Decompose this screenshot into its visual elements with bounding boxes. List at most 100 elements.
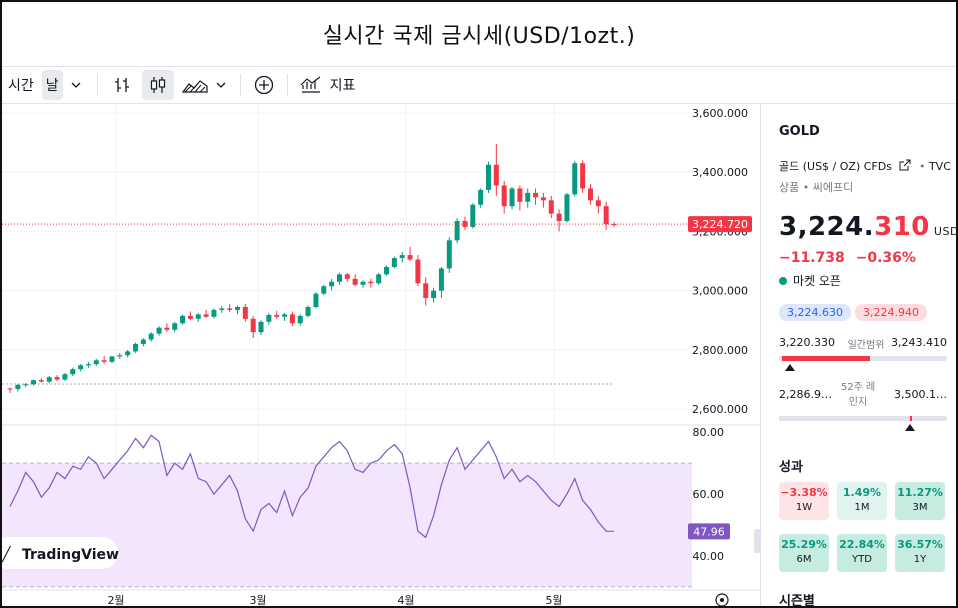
candle-body (101, 360, 107, 362)
candle (548, 195, 554, 219)
candle-body (478, 189, 484, 205)
bar-style-icon[interactable] (106, 70, 138, 100)
interval-button[interactable]: 날 (41, 70, 63, 100)
performance-cell-ytd[interactable]: 22.84% YTD (837, 534, 887, 572)
candle-body (407, 255, 413, 260)
market-status: 마켓 오픈 (779, 272, 841, 289)
performance-cell-3m[interactable]: 11.27% 3M (895, 482, 945, 520)
candle (234, 305, 240, 315)
candle (195, 312, 201, 322)
chart-style-chevron-icon[interactable] (210, 70, 232, 100)
candle (38, 378, 44, 383)
price-chart[interactable]: 3,600.0003,400.0003,200.0003,000.0002,80… (2, 104, 760, 608)
tradingview-logo-icon: ╱ (2, 546, 12, 563)
candle-body (384, 266, 390, 275)
candle-body (274, 314, 280, 317)
external-link-icon[interactable] (899, 159, 911, 171)
candle (274, 310, 280, 319)
candle (454, 218, 460, 244)
candle-body (360, 281, 366, 285)
candle (431, 287, 437, 303)
candle-body (234, 306, 240, 310)
performance-period: 1M (854, 502, 870, 513)
time-tick-label: 2월 (107, 594, 124, 607)
candle-body (595, 200, 601, 207)
candle-body (313, 293, 319, 307)
week-range-high: 3,500.1… (894, 388, 947, 401)
performance-title: 성과 (779, 460, 803, 475)
candle-body (38, 380, 44, 382)
candle (556, 209, 562, 232)
rsi-tick-label: 80.00 (693, 426, 725, 439)
candle (462, 216, 468, 230)
candle-body (242, 306, 248, 319)
candle-body (438, 268, 444, 291)
time-tick-label: 5월 (545, 594, 562, 607)
change-value: −11.738 (779, 250, 845, 266)
candle (509, 186, 515, 210)
candle (580, 160, 586, 193)
last-price-badge (688, 216, 752, 233)
indicators-label: 지표 (329, 78, 356, 94)
candle-style-icon[interactable] (141, 70, 174, 100)
performance-period: 3M (912, 502, 928, 513)
price-tick-label: 3,600.000 (692, 107, 748, 120)
candle (376, 272, 382, 285)
candle-body (336, 274, 342, 282)
time-label[interactable]: 시간 (8, 78, 34, 94)
indicators-button[interactable]: 지표 (300, 70, 356, 100)
candle (78, 364, 84, 372)
ask-badge: 3,224.940 (855, 304, 927, 321)
candle-body (603, 206, 609, 224)
candle (148, 332, 154, 342)
candle-body (164, 327, 170, 330)
add-compare-icon[interactable] (249, 70, 279, 100)
bid-badge: 3,224.630 (779, 304, 851, 321)
performance-cell-6m[interactable]: 25.29% 6M (779, 534, 829, 572)
candle-body (62, 374, 68, 380)
candle (415, 255, 421, 287)
candle-body (540, 197, 546, 201)
day-range-marker-icon (785, 364, 796, 371)
rsi-tick-label: 40.00 (693, 550, 725, 563)
candle-body (85, 364, 91, 366)
price-tick-label: 2,600.000 (692, 403, 748, 416)
day-range-label: 일간범위 (847, 340, 885, 351)
candle-body (187, 315, 193, 319)
candle (282, 312, 288, 321)
candle-body (54, 377, 60, 380)
performance-cell-1w[interactable]: −3.38% 1W (779, 482, 829, 520)
candle (85, 361, 91, 368)
candle-body (266, 314, 272, 322)
price-tick-label: 3,400.000 (692, 166, 748, 179)
area-style-icon[interactable] (180, 70, 210, 100)
candle (31, 379, 37, 386)
candle (289, 311, 295, 327)
performance-value: 11.27% (897, 486, 943, 499)
market-status-label: 마켓 오픈 (793, 274, 841, 288)
candle (313, 292, 319, 309)
candle (525, 188, 531, 208)
candle (297, 314, 303, 326)
candle (219, 306, 225, 313)
candle-body (109, 356, 115, 362)
candle (164, 323, 170, 333)
candle (15, 384, 21, 392)
candle-body (117, 355, 123, 357)
performance-cell-1m[interactable]: 1.49% 1M (837, 482, 887, 520)
candle-body (423, 283, 429, 299)
symbol-name[interactable]: GOLD (779, 124, 820, 139)
price-currency: USD (933, 225, 958, 238)
candle (211, 308, 217, 319)
candle-body (70, 369, 76, 375)
candle (407, 246, 413, 262)
performance-cell-1y[interactable]: 36.57% 1Y (895, 534, 945, 572)
chart-area[interactable]: 3,600.0003,400.0003,200.0003,000.0002,80… (2, 104, 760, 608)
price-main: 3,224. (779, 212, 875, 242)
candle-body (454, 221, 460, 241)
settings-icon-ring (715, 593, 729, 606)
candle-body (180, 315, 186, 324)
interval-chevron-icon[interactable] (63, 70, 89, 100)
candle-body (470, 204, 476, 227)
settings-icon[interactable] (715, 593, 729, 606)
